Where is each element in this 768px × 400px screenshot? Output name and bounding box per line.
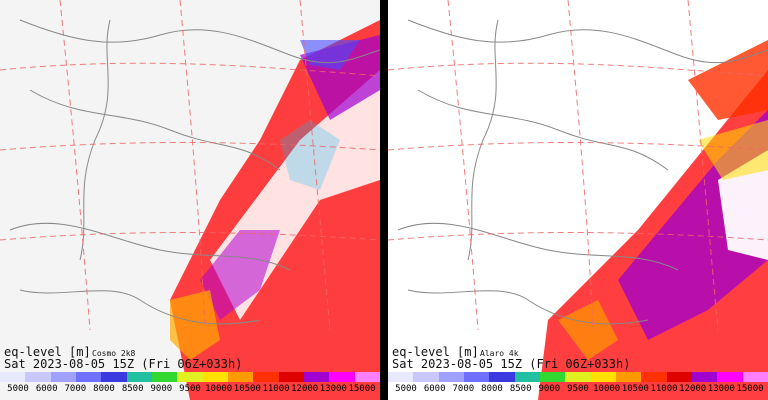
left-legend-tick: 13000 [319,384,347,394]
right-legend-tick: 7000 [452,384,475,394]
left-map-panel: eq-level [m] Cosmo 2k8 Sat 2023-08-05 15… [0,0,380,400]
left-legend-swatch [227,372,254,382]
right-map-panel: eq-level [m] Alaro 4k Sat 2023-08-05 15Z… [388,0,768,400]
right-legend-tick: 10000 [593,384,621,394]
right-legend-tick: 11000 [650,384,678,394]
right-legend: 5000 6000 7000 8000 8500 9000 9500 10000 10500 11… [388,372,768,400]
left-model-label: Cosmo 2k8 [92,349,136,358]
right-legend-tick: 5000 [395,384,417,394]
left-legend-swatch [126,372,152,382]
left-legend-ticks: 5000 6000 7000 8000 8500 9000 9500 10000 10500 11… [0,384,380,398]
left-legend-tick: 12000 [291,384,319,394]
right-legend-swatch [514,372,540,382]
right-legend-swatch [413,372,439,382]
right-valid-time: Sat 2023-08-05 15Z (Fri 06Z+033h) [392,357,631,371]
left-legend-tick: 8500 [121,384,144,394]
left-legend-swatch [278,372,304,382]
left-legend-tick: 9500 [179,384,201,394]
left-legend-tick: 11000 [262,384,290,394]
right-legend-swatches [388,372,768,382]
left-legend-swatch [354,372,380,382]
right-legend-swatch [615,372,642,382]
left-legend-tick: 9000 [150,384,173,394]
right-legend-tick: 8000 [481,384,503,394]
right-field-label: eq-level [m] [392,345,479,359]
right-legend-swatch [590,372,616,382]
left-legend-swatch [50,372,76,382]
right-model-label: Alaro 4k [480,349,519,358]
left-legend: 5000 6000 7000 8000 8500 9000 9500 10000 10500 11… [0,372,380,400]
right-legend-tick: 10500 [621,384,649,394]
right-legend-tick: 9500 [567,384,589,394]
left-legend-tick: 5000 [7,384,29,394]
left-legend-swatch [25,372,51,382]
left-map [0,0,380,400]
right-legend-tick: 6000 [423,384,446,394]
right-map [388,0,768,400]
left-legend-tick: 15000 [348,384,376,394]
left-legend-swatch [75,372,102,382]
left-legend-tick: 10500 [233,384,261,394]
left-legend-tick: 8000 [93,384,115,394]
left-legend-swatch [0,372,26,382]
right-legend-swatch [717,372,743,382]
left-legend-swatch [177,372,203,382]
right-legend-swatch [641,372,667,382]
left-valid-time: Sat 2023-08-05 15Z (Fri 06Z+033h) [4,357,243,371]
left-legend-tick: 10000 [205,384,233,394]
right-legend-tick: 12000 [679,384,707,394]
left-legend-swatches [0,372,380,382]
right-legend-swatch [463,372,490,382]
left-legend-swatch [303,372,330,382]
panel-divider [380,0,388,400]
right-legend-swatch [438,372,464,382]
right-legend-swatch [691,372,718,382]
right-legend-swatch [742,372,768,382]
left-legend-swatch [253,372,279,382]
right-legend-ticks: 5000 6000 7000 8000 8500 9000 9500 10000 10500 11… [388,384,768,398]
left-legend-tick: 7000 [64,384,87,394]
right-legend-swatch [388,372,414,382]
right-legend-swatch [666,372,692,382]
right-legend-tick: 15000 [736,384,764,394]
left-legend-swatch [151,372,178,382]
right-legend-swatch [489,372,515,382]
right-legend-tick: 8500 [509,384,532,394]
left-legend-swatch [329,372,355,382]
left-legend-swatch [101,372,127,382]
right-legend-swatch [565,372,591,382]
left-field-label: eq-level [m] [4,345,91,359]
right-legend-tick: 13000 [707,384,735,394]
right-legend-swatch [539,372,566,382]
left-legend-swatch [202,372,228,382]
left-legend-tick: 6000 [35,384,58,394]
right-legend-tick: 9000 [538,384,561,394]
